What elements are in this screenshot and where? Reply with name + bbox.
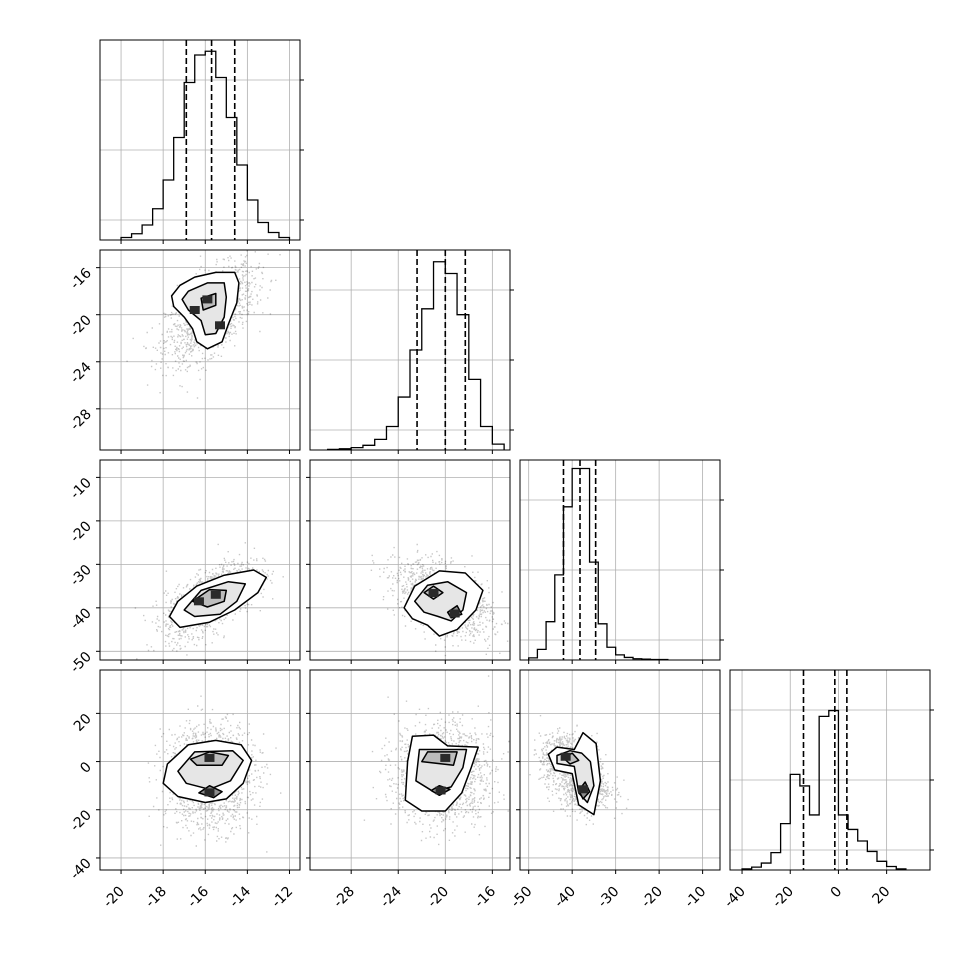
x-tick-label: -18 (142, 884, 169, 911)
scatter-points (529, 715, 629, 826)
axes-frame (309, 249, 511, 451)
axes-frame (99, 669, 301, 871)
density-peak (204, 753, 215, 762)
y-tick-label: -20 (67, 807, 94, 834)
x-tick-label: -24 (378, 883, 406, 911)
y-tick-label: -20 (67, 518, 94, 545)
y-tick-label: 20 (71, 711, 95, 735)
histogram-step (528, 467, 669, 660)
y-tick-label: -10 (67, 475, 94, 502)
density-peak (189, 306, 200, 314)
x-tick-label: -12 (269, 884, 296, 911)
density-peak (428, 589, 439, 598)
y-tick-label: -40 (67, 855, 94, 882)
x-tick-label: -20 (638, 884, 665, 911)
y-tick-label: -24 (67, 359, 95, 387)
y-tick-label: -50 (67, 649, 94, 676)
x-tick-label: -16 (472, 883, 500, 911)
x-tick-label: -40 (721, 884, 748, 911)
histogram-step (120, 50, 291, 240)
axes-frame (309, 669, 511, 871)
axes-frame (309, 459, 511, 661)
scatter-panel: -50 -40 -30 -20 -10 (67, 459, 301, 676)
histogram-step (741, 709, 907, 870)
scatter-panel: -28 -24 -20 -16 (306, 669, 511, 911)
x-tick-label: -40 (552, 884, 579, 911)
x-tick-label: -20 (425, 884, 452, 911)
density-peak (193, 597, 204, 606)
density-peak (560, 752, 571, 761)
histogram-step (326, 261, 505, 450)
density-peak (449, 609, 460, 618)
x-tick-label: 0 (828, 884, 846, 902)
x-tick-label: -20 (770, 884, 797, 911)
histogram-panel (519, 459, 724, 664)
axes-frame (99, 249, 301, 451)
density-peak (435, 786, 446, 795)
scatter-panel: -50 -40 -30 -20 -10 (508, 669, 721, 911)
y-tick-label: -40 (67, 605, 94, 632)
axes-frame (519, 459, 721, 661)
x-tick-label: -28 (331, 884, 358, 911)
axes-frame (729, 669, 931, 871)
y-tick-label: -30 (67, 562, 94, 589)
density-peak (440, 753, 451, 762)
x-tick-label: -10 (682, 884, 709, 911)
axes-frame (519, 669, 721, 871)
density-peak (202, 295, 213, 304)
y-tick-label: -16 (67, 265, 95, 293)
density-peak (204, 788, 215, 797)
histogram-panel (99, 39, 304, 244)
x-tick-label: -16 (185, 883, 213, 911)
axes-frame (99, 459, 301, 661)
x-tick-label: -20 (100, 884, 127, 911)
y-tick-label: 0 (77, 759, 95, 777)
histogram-panel (309, 249, 514, 454)
y-tick-label: -28 (67, 406, 94, 433)
scatter-points (147, 695, 282, 853)
density-peak (578, 785, 589, 794)
axes-frame (99, 39, 301, 241)
scatter-panel (306, 459, 511, 664)
x-tick-label: -14 (227, 883, 255, 911)
histogram-panel: -40 -20 0 20 (721, 669, 934, 911)
x-tick-label: -50 (508, 884, 535, 911)
density-peak (210, 590, 221, 599)
scatter-panel: -28 -24 -20 -16 (67, 249, 301, 454)
x-tick-label: 20 (870, 884, 894, 908)
x-tick-label: -30 (595, 884, 622, 911)
density-peak (215, 321, 225, 330)
y-tick-label: -20 (67, 312, 94, 339)
